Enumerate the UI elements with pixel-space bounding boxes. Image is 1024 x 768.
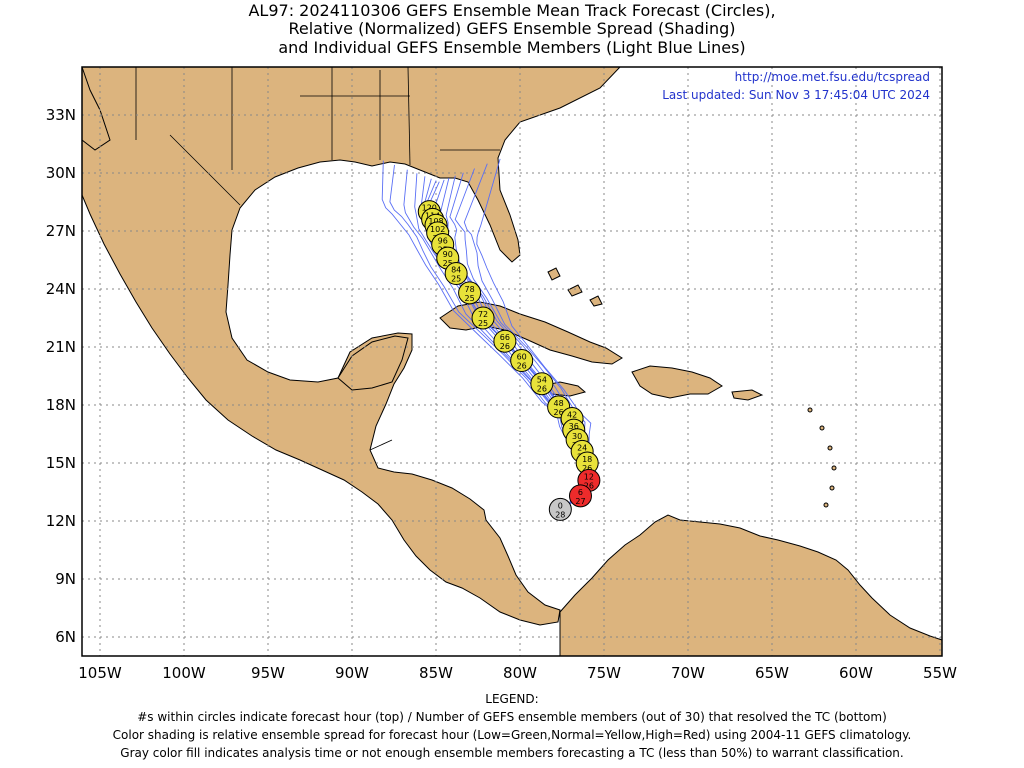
member-count-label: 28 bbox=[555, 510, 565, 519]
member-count-label: 27 bbox=[575, 497, 585, 506]
lat-tick-label: 27N bbox=[46, 222, 76, 240]
forecast-hour-label: 42 bbox=[567, 411, 577, 420]
forecast-hour-label: 66 bbox=[500, 333, 510, 342]
legend-heading: LEGEND: bbox=[485, 692, 539, 706]
legend-line-3: Gray color fill indicates analysis time … bbox=[120, 746, 904, 760]
forecast-hour-label: 24 bbox=[577, 443, 587, 452]
forecast-hour-label: 72 bbox=[478, 310, 488, 319]
map-frame bbox=[81, 66, 943, 657]
forecast-hour-label: 36 bbox=[569, 422, 579, 431]
lon-tick-label: 70W bbox=[671, 664, 705, 682]
lon-tick-label: 60W bbox=[839, 664, 873, 682]
member-count-label: 25 bbox=[465, 294, 475, 303]
forecast-hour-label: 54 bbox=[537, 376, 547, 385]
track-circle bbox=[458, 281, 482, 305]
forecast-hour-label: 96 bbox=[438, 237, 448, 246]
borders bbox=[135, 66, 500, 451]
lon-tick-label: 100W bbox=[162, 664, 206, 682]
forecast-hour-label: 84 bbox=[451, 266, 461, 275]
lat-tick-label: 21N bbox=[46, 338, 76, 356]
lon-tick-label: 55W bbox=[923, 664, 957, 682]
member-count-label: 26 bbox=[517, 362, 527, 371]
lat-tick-label: 18N bbox=[46, 396, 76, 414]
lon-tick-label: 95W bbox=[251, 664, 285, 682]
member-count-label: 26 bbox=[554, 408, 564, 417]
member-count-label: 26 bbox=[584, 481, 594, 490]
last-updated: Last updated: Sun Nov 3 17:45:04 UTC 202… bbox=[662, 88, 930, 102]
forecast-hour-label: 120 bbox=[422, 204, 437, 213]
track-circle bbox=[548, 497, 572, 521]
track-circle bbox=[530, 372, 554, 396]
track-circle bbox=[493, 329, 517, 353]
legend-line-1: #s within circles indicate forecast hour… bbox=[137, 710, 887, 724]
lat-tick-label: 15N bbox=[46, 454, 76, 472]
forecast-hour-label: 90 bbox=[443, 250, 453, 259]
source-url: http://moe.met.fsu.edu/tcspread bbox=[735, 70, 930, 84]
member-count-label: 26 bbox=[537, 385, 547, 394]
lon-tick-label: 65W bbox=[755, 664, 789, 682]
lat-tick-label: 9N bbox=[55, 570, 76, 588]
member-count-label: 25 bbox=[451, 275, 461, 284]
track-circle bbox=[510, 349, 534, 373]
title-line-1: AL97: 2024110306 GEFS Ensemble Mean Trac… bbox=[248, 1, 776, 20]
latitude-labels: 33N 30N 27N 24N 21N 18N 15N 12N 9N 6N bbox=[46, 106, 76, 646]
forecast-hour-label: 12 bbox=[584, 472, 594, 481]
lat-tick-label: 24N bbox=[46, 280, 76, 298]
lat-tick-label: 12N bbox=[46, 512, 76, 530]
lat-tick-label: 6N bbox=[55, 628, 76, 646]
track-point: 028 bbox=[548, 497, 572, 521]
forecast-hour-label: 78 bbox=[465, 285, 475, 294]
forecast-hour-label: 18 bbox=[582, 455, 592, 464]
forecast-hour-label: 48 bbox=[554, 399, 564, 408]
track-circle bbox=[444, 262, 468, 286]
longitude-labels: 105W 100W 95W 90W 85W 80W 75W 70W 65W 60W 55W bbox=[78, 664, 957, 682]
forecast-hour-label: 0 bbox=[558, 501, 563, 510]
member-count-label: 26 bbox=[582, 464, 592, 473]
lat-tick-label: 33N bbox=[46, 106, 76, 124]
lon-tick-label: 85W bbox=[419, 664, 453, 682]
grid-lines bbox=[82, 67, 942, 656]
forecast-hour-label: 60 bbox=[517, 353, 527, 362]
forecast-hour-label: 6 bbox=[578, 488, 583, 497]
lat-tick-label: 30N bbox=[46, 164, 76, 182]
track-circle bbox=[568, 484, 592, 508]
lon-tick-label: 105W bbox=[78, 664, 122, 682]
lon-tick-label: 75W bbox=[587, 664, 621, 682]
track-circle bbox=[471, 306, 495, 330]
forecast-hour-label: 102 bbox=[430, 225, 445, 234]
track-point: 627 bbox=[568, 484, 592, 508]
member-count-label: 25 bbox=[478, 319, 488, 328]
title-line-3: and Individual GEFS Ensemble Members (Li… bbox=[278, 38, 746, 57]
member-count-label: 26 bbox=[500, 342, 510, 351]
legend-line-2: Color shading is relative ensemble sprea… bbox=[112, 728, 912, 742]
lon-tick-label: 90W bbox=[335, 664, 369, 682]
lon-tick-label: 80W bbox=[503, 664, 537, 682]
member-count-label: 25 bbox=[443, 259, 453, 268]
mean-track: 1202511425108251022596259025842578257225… bbox=[417, 200, 601, 521]
forecast-hour-label: 30 bbox=[572, 432, 582, 441]
title-line-2: Relative (Normalized) GEFS Ensemble Spre… bbox=[288, 19, 736, 38]
